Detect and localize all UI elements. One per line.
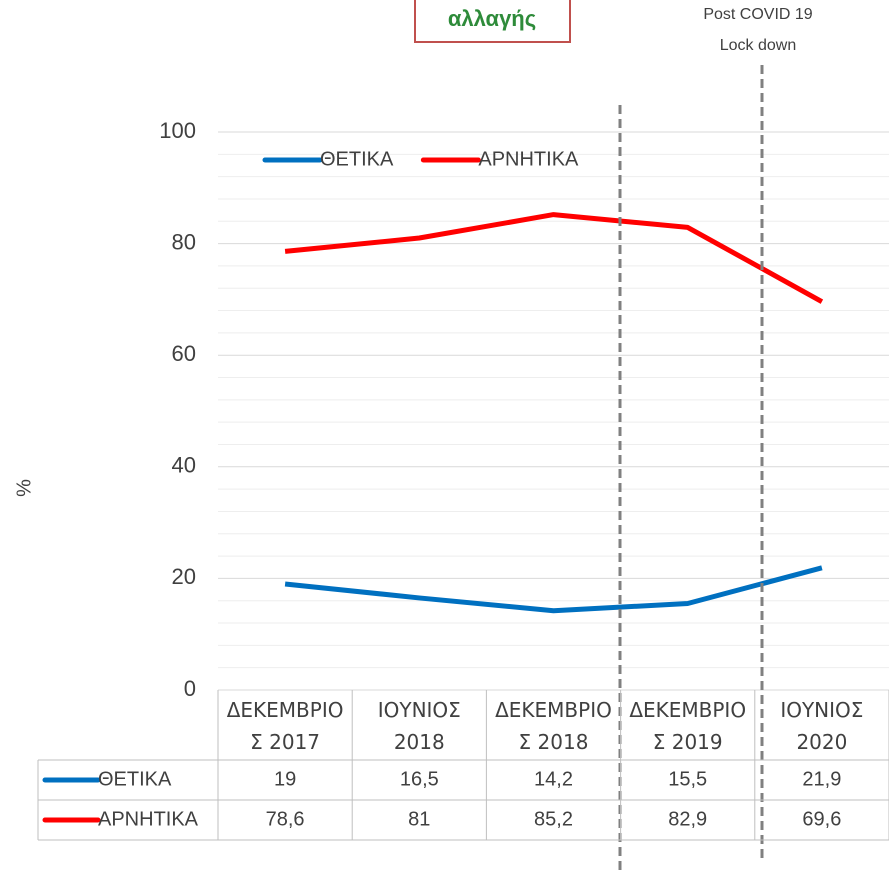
table-value: 81 (408, 808, 430, 830)
x-tick-label: ΔΕΚΕΜΒΡΙΟΣ 2019 (629, 698, 747, 754)
table-value: 78,6 (266, 808, 305, 830)
y-tick-label: 40 (172, 453, 196, 478)
series-line (284, 212, 824, 304)
category-cell: ΔΕΚΕΜΒΡΙΟΣ 2017 (226, 698, 344, 754)
x-tick-label: ΙΟΥΝΙΟΣ 2018 (377, 698, 461, 754)
category-cell: ΔΕΚΕΜΒΡΙΟΣ 2018 (495, 698, 612, 754)
table-value: 82,9 (668, 808, 707, 830)
table-series-name: ΑΡΝΗΤΙΚΑ (98, 808, 199, 830)
annotation: Post COVID 19 (703, 6, 812, 23)
category-cell: ΔΕΚΕΜΒΡΙΟΣ 2019 (629, 698, 747, 754)
table-value: 15,5 (668, 768, 707, 790)
y-tick-label: 0 (184, 676, 196, 701)
x-tick-label: ΔΕΚΕΜΒΡΙΟΣ 2017 (226, 698, 344, 754)
table-value: 16,5 (400, 768, 439, 790)
table-series-name: ΘΕΤΙΚΑ (98, 768, 172, 790)
category-cell: ΙΟΥΝΙΟΣ 2020 (780, 698, 864, 754)
table-value: 14,2 (534, 768, 573, 790)
y-tick-label: 100 (159, 118, 196, 143)
annotation: Lock down (720, 37, 797, 54)
table-value: 69,6 (802, 808, 841, 830)
y-tick-label: 20 (172, 564, 196, 589)
x-tick-label: ΙΟΥΝΙΟΣ 2020 (780, 698, 864, 754)
legend-label: ΑΡΝΗΤΙΚΑ (478, 148, 579, 170)
table-value: 19 (274, 768, 296, 790)
category-cell: ΙΟΥΝΙΟΣ 2018 (377, 698, 461, 754)
series-line (284, 565, 823, 614)
legend-label: ΘΕΤΙΚΑ (320, 148, 394, 170)
y-tick-label: 60 (172, 341, 196, 366)
table-value: 85,2 (534, 808, 573, 830)
y-axis-label: % (13, 479, 35, 497)
y-tick-label: 80 (172, 229, 196, 254)
logo-text: αλλαγής (448, 6, 536, 31)
table-value: 21,9 (802, 768, 841, 790)
logo-box (414, 0, 571, 43)
x-tick-label: ΔΕΚΕΜΒΡΙΟΣ 2018 (495, 698, 612, 754)
